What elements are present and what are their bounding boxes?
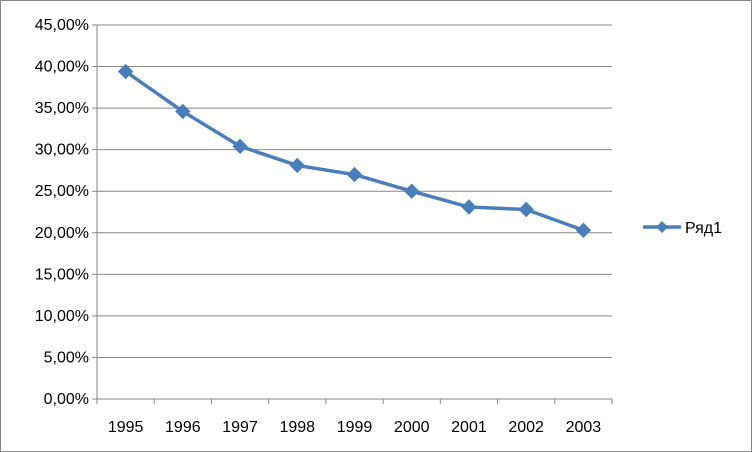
legend: Ряд1 xyxy=(643,220,722,237)
legend-label: Ряд1 xyxy=(685,220,722,237)
y-tick-label: 5,00% xyxy=(44,349,89,366)
data-point xyxy=(289,157,305,174)
data-point xyxy=(232,138,248,155)
y-tick-label: 35,00% xyxy=(35,100,89,117)
data-point xyxy=(461,199,477,215)
x-tick-labels: 1995 1996 1997 1998 1999 2000 2001 2002 2003 xyxy=(108,419,601,436)
y-tick-label: 10,00% xyxy=(35,308,89,325)
x-tick-label: 1998 xyxy=(279,419,315,436)
x-tick-label: 2001 xyxy=(451,419,487,436)
series-line xyxy=(124,70,584,232)
legend-marker xyxy=(656,221,668,233)
y-tick-label: 20,00% xyxy=(35,225,89,242)
x-tick-label: 1999 xyxy=(337,419,373,436)
data-point xyxy=(575,222,592,238)
x-tick-label: 2003 xyxy=(566,419,602,436)
y-tick-labels: 0,00% 5,00% 10,00% 15,00% 20,00% 25,00% 30,00%… xyxy=(35,17,89,408)
y-tick-label: 45,00% xyxy=(35,17,89,34)
data-point xyxy=(404,183,420,199)
y-tick-label: 0,00% xyxy=(44,391,89,408)
y-tick-label: 30,00% xyxy=(35,142,89,159)
data-point xyxy=(117,63,134,80)
y-tick-label: 40,00% xyxy=(35,59,89,76)
x-tick-label: 2002 xyxy=(508,419,544,436)
x-tick-label: 2000 xyxy=(394,419,430,436)
axes xyxy=(92,24,613,404)
data-point xyxy=(175,103,191,120)
x-tick-label: 1997 xyxy=(222,419,258,436)
y-tick-label: 15,00% xyxy=(35,266,89,283)
x-tick-label: 1995 xyxy=(108,419,144,436)
x-tick-label: 1996 xyxy=(165,419,201,436)
series xyxy=(117,63,592,238)
data-point xyxy=(346,166,363,183)
y-tick-label: 25,00% xyxy=(35,183,89,200)
gridlines xyxy=(97,24,612,358)
data-point xyxy=(518,201,534,218)
